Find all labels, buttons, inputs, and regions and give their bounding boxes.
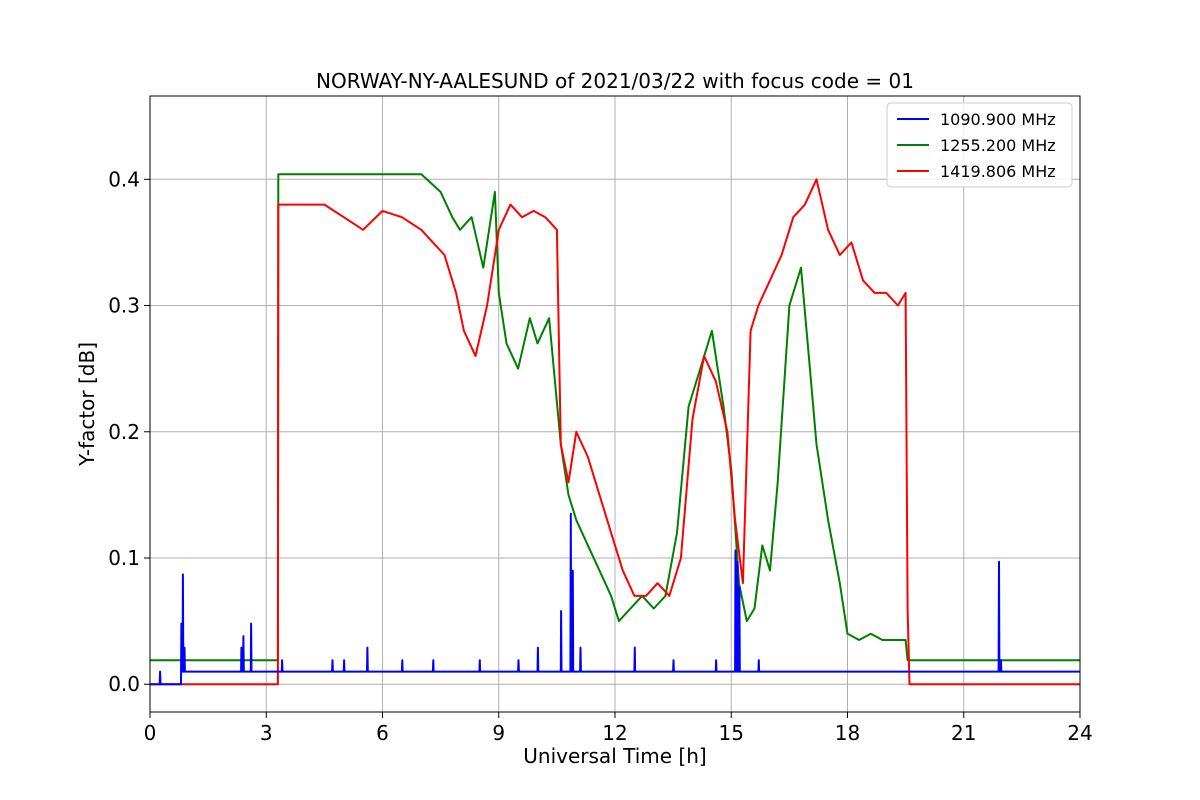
x-tick-label: 9 [492, 721, 505, 745]
series-line-0 [150, 512, 1080, 686]
x-tick-label: 12 [602, 721, 627, 745]
legend-entry: 1255.200 MHz [940, 136, 1056, 155]
x-tick-label: 24 [1067, 721, 1092, 745]
legend-entry: 1090.900 MHz [940, 110, 1056, 129]
x-axis-label: Universal Time [h] [523, 744, 706, 768]
y-tick-label: 0.0 [108, 672, 140, 696]
y-tick-label: 0.4 [108, 167, 140, 191]
x-tick-label: 6 [376, 721, 389, 745]
x-tick-label: 21 [951, 721, 976, 745]
x-tick-label: 18 [835, 721, 860, 745]
x-tick-label: 3 [260, 721, 273, 745]
series-line-1 [150, 173, 1080, 662]
y-tick-label: 0.3 [108, 294, 140, 318]
legend: 1090.900 MHz 1255.200 MHz 1419.806 MHz [886, 102, 1073, 188]
plot-area [150, 173, 1080, 686]
x-tick-label: 0 [144, 721, 157, 745]
legend-entry: 1419.806 MHz [940, 162, 1056, 181]
y-tick-label: 0.2 [108, 420, 140, 444]
x-axis: 0 3 6 9 12 15 18 21 24 [144, 712, 1093, 745]
y-tick-label: 0.1 [108, 546, 140, 570]
series-line-2 [150, 178, 1080, 686]
x-tick-label: 15 [719, 721, 744, 745]
legend-box [886, 102, 1073, 188]
chart-title: NORWAY-NY-AALESUND of 2021/03/22 with fo… [316, 69, 914, 93]
y-axis-label: Y-factor [dB] [75, 342, 99, 467]
y-axis: 0.0 0.1 0.2 0.3 0.4 [108, 167, 150, 696]
